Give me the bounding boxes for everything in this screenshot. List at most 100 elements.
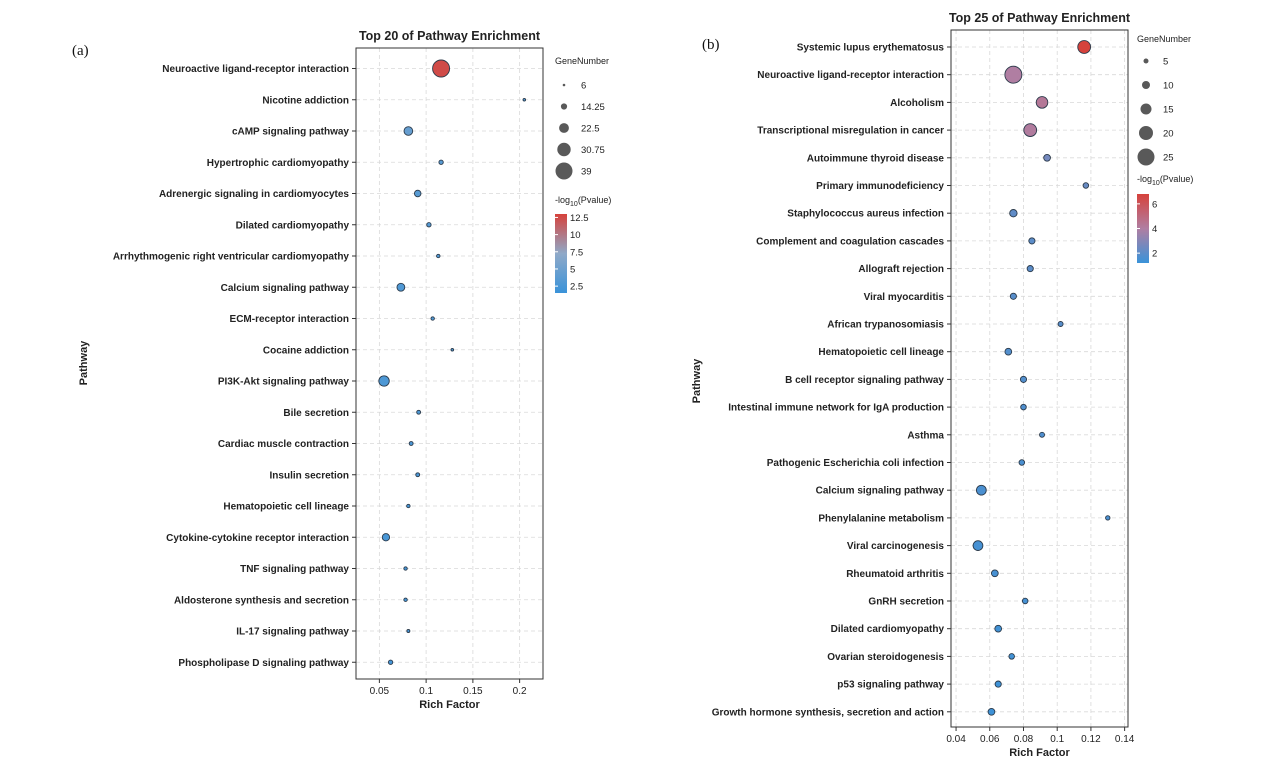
size-legend-label: 39 <box>581 167 592 178</box>
size-legend-dot <box>560 103 568 110</box>
data-point <box>1039 431 1045 438</box>
data-point <box>972 540 984 551</box>
chart-panel-b: Top 25 of Pathway Enrichment 0.04 0.06 0.08… <box>691 11 1193 759</box>
data-point <box>438 159 444 165</box>
data-point <box>1043 153 1051 162</box>
pathway-label: Primary immunodeficiency <box>816 181 944 192</box>
color-legend-label: 4 <box>1152 224 1157 235</box>
pathway-label: Complement and coagulation cascades <box>756 236 944 247</box>
data-point <box>403 597 408 602</box>
data-point <box>396 282 406 292</box>
data-point <box>426 222 432 228</box>
x-tick-label: 0.04 <box>946 734 966 745</box>
data-point <box>1105 515 1111 521</box>
data-point <box>406 629 411 633</box>
data-point <box>387 659 394 665</box>
data-point <box>436 253 441 259</box>
pathway-label: B cell receptor signaling pathway <box>785 375 944 386</box>
size-legend-dot <box>1139 126 1153 140</box>
pathway-label: Viral myocarditis <box>864 292 945 303</box>
pathway-label: TNF signaling pathway <box>240 564 349 575</box>
data-point <box>1018 459 1026 466</box>
data-point <box>403 566 408 571</box>
data-point <box>522 97 527 102</box>
color-legend-label: 2.5 <box>570 282 583 293</box>
color-legend-label: 5 <box>570 264 575 275</box>
data-point <box>415 472 421 478</box>
data-point <box>378 375 390 387</box>
data-point <box>1019 375 1028 383</box>
color-legend-label: 2 <box>1152 249 1157 260</box>
size-legend-dot <box>1140 103 1152 115</box>
data-point <box>1057 321 1064 327</box>
color-legend-bar <box>555 214 567 293</box>
data-point <box>1077 40 1092 54</box>
x-axis-title: Rich Factor <box>1009 747 1070 759</box>
pathway-label: Intestinal immune network for IgA produc… <box>728 403 944 414</box>
data-point <box>416 409 422 415</box>
pathway-label: Arrhythmogenic right ventricular cardiom… <box>113 252 350 263</box>
size-legend-dot <box>555 162 573 180</box>
x-axis-title: Rich Factor <box>419 699 480 711</box>
pathway-label: Staphylococcus aureus infection <box>787 209 944 220</box>
data-point <box>1009 292 1017 300</box>
pathway-label: Hematopoietic cell lineage <box>223 502 349 513</box>
color-legend-label: 10 <box>570 230 581 241</box>
data-point <box>975 484 987 496</box>
pathway-label: Growth hormone synthesis, secretion and … <box>712 707 944 718</box>
panel-label-a: (a) <box>72 43 89 59</box>
data-point <box>987 707 996 716</box>
size-legend-title: GeneNumber <box>555 56 609 66</box>
data-point <box>1004 347 1013 356</box>
y-axis-title: Pathway <box>78 340 90 386</box>
size-legend-label: 30.75 <box>581 145 605 156</box>
pathway-label: Cocaine addiction <box>263 345 349 356</box>
pathway-label: cAMP signaling pathway <box>232 127 349 138</box>
data-point <box>1008 653 1015 660</box>
size-legend-label: 5 <box>1163 57 1168 68</box>
size-legend-dot <box>1142 81 1150 89</box>
data-point <box>1082 182 1090 189</box>
pathway-label: Cardiac muscle contraction <box>218 439 349 450</box>
pathway-label: Hypertrophic cardiomyopathy <box>207 158 350 169</box>
data-point <box>406 503 411 509</box>
x-tick-label: 0.2 <box>513 686 527 697</box>
pathway-label: Dilated cardiomyopathy <box>236 220 350 231</box>
data-point <box>1035 96 1049 109</box>
data-point <box>1026 265 1034 273</box>
data-point <box>413 189 422 198</box>
size-legend-label: 15 <box>1163 105 1174 116</box>
pathway-label: ECM-receptor interaction <box>230 314 349 325</box>
pathway-label: Alcoholism <box>890 98 944 109</box>
pathway-label: Calcium signaling pathway <box>221 283 350 294</box>
pathway-label: GnRH secretion <box>868 597 944 608</box>
data-point <box>994 680 1002 688</box>
pathway-label: Allograft rejection <box>858 264 944 275</box>
color-legend-label: 12.5 <box>570 213 589 224</box>
pathway-label: Aldosterone synthesis and secretion <box>174 595 349 606</box>
pathway-label: Viral carcinogenesis <box>847 541 945 552</box>
size-legend-dot <box>1143 58 1149 64</box>
x-tick-label: 0.14 <box>1115 734 1135 745</box>
chart-panel-a: Top 20 of Pathway Enrichment 0.05 0.1 0.15 0… <box>78 29 611 711</box>
panel-label-b: (b) <box>702 37 720 53</box>
pathway-label: Ovarian steroidogenesis <box>827 652 944 663</box>
data-point <box>403 126 414 136</box>
size-legend-dot <box>562 83 566 87</box>
x-tick-label: 0.08 <box>1014 734 1034 745</box>
plot-frame <box>950 29 1129 728</box>
pathway-label: Dilated cardiomyopathy <box>831 624 945 635</box>
size-legend-label: 10 <box>1163 81 1174 92</box>
pathway-label: Hematopoietic cell lineage <box>818 347 944 358</box>
size-legend-dot <box>1137 148 1155 166</box>
data-point <box>1004 65 1023 84</box>
size-legend-title: GeneNumber <box>1137 34 1191 44</box>
data-point <box>430 316 435 321</box>
plot-frame <box>355 47 544 680</box>
pathway-label: Pathogenic Escherichia coli infection <box>767 458 944 469</box>
pathway-label: Transcriptional misregulation in cancer <box>757 126 944 137</box>
pathway-label: PI3K-Akt signaling pathway <box>218 377 350 388</box>
size-legend-label: 25 <box>1163 153 1174 164</box>
pathway-label: Adrenergic signaling in cardiomyocytes <box>159 189 349 200</box>
data-point <box>1009 209 1018 218</box>
